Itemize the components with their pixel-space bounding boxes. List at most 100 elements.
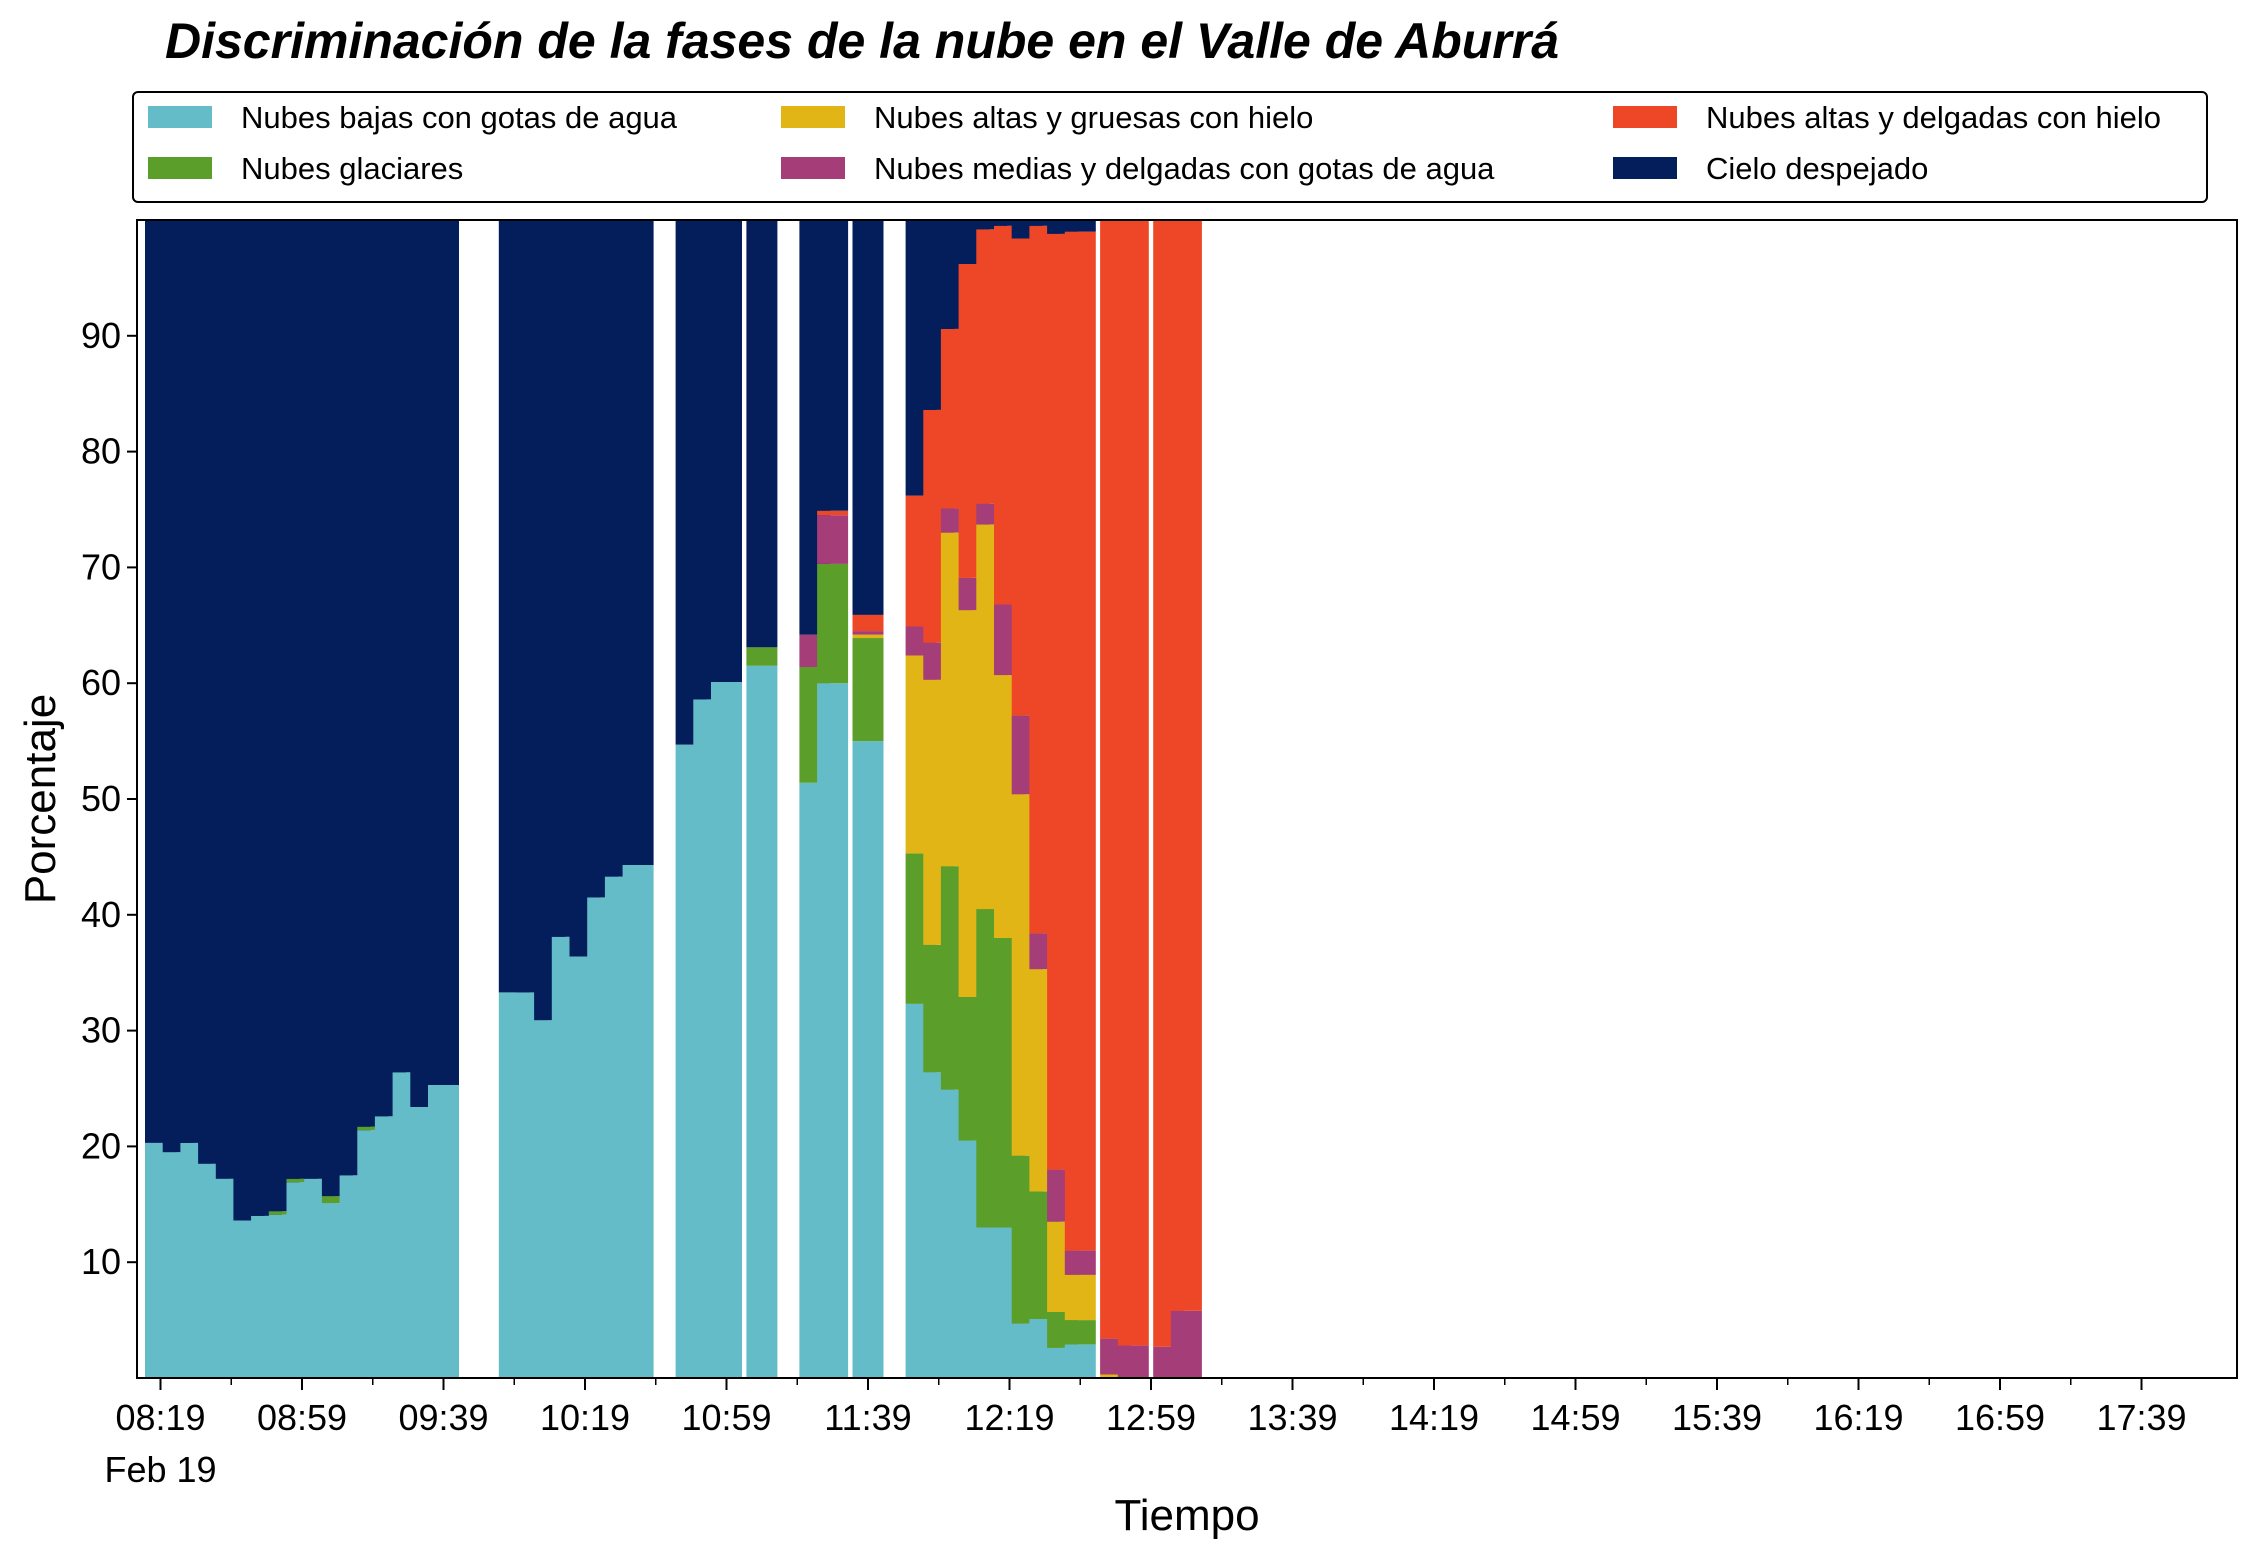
bar-segment bbox=[817, 510, 849, 516]
bar-segment bbox=[286, 1178, 318, 1183]
legend-label: Nubes medias y delgadas con gotas de agu… bbox=[874, 151, 1495, 186]
y-tick-label: 30 bbox=[81, 1010, 121, 1051]
bar-segment bbox=[852, 741, 884, 1378]
bars bbox=[145, 220, 1202, 1378]
bar-stack bbox=[852, 220, 884, 1378]
legend-item: Nubes bajas con gotas de agua bbox=[148, 100, 678, 135]
y-axis: 10 20 30 40 50 60 70 80 90 bbox=[81, 315, 137, 1282]
bar-segment bbox=[622, 865, 654, 1378]
legend-label: Nubes altas y delgadas con hielo bbox=[1706, 100, 2161, 135]
x-tick-label: 14:19 bbox=[1389, 1397, 1479, 1438]
legend-item: Nubes glaciares bbox=[148, 151, 463, 186]
y-tick-label: 70 bbox=[81, 546, 121, 587]
x-tick-label: 11:39 bbox=[824, 1397, 911, 1438]
legend-swatch bbox=[148, 106, 212, 128]
legend-label: Nubes altas y gruesas con hielo bbox=[874, 100, 1313, 135]
bar-stack bbox=[1170, 220, 1202, 1378]
bar-segment bbox=[1117, 1345, 1149, 1378]
bar-stack bbox=[905, 220, 937, 1378]
bar-segment bbox=[1170, 220, 1202, 1311]
y-tick-label: 40 bbox=[81, 894, 121, 935]
y-tick-label: 10 bbox=[81, 1241, 121, 1282]
bar-segment bbox=[817, 515, 849, 564]
y-tick-label: 60 bbox=[81, 662, 121, 703]
y-tick-label: 50 bbox=[81, 778, 121, 819]
x-tick-label: 09:39 bbox=[398, 1397, 488, 1438]
legend-swatch bbox=[1613, 106, 1677, 128]
x-tick-label: 15:39 bbox=[1672, 1397, 1762, 1438]
y-tick-label: 20 bbox=[81, 1125, 121, 1166]
bar-segment bbox=[1064, 1250, 1096, 1275]
x-tick-label: 08:59 bbox=[257, 1397, 347, 1438]
x-tick-label: 13:39 bbox=[1247, 1397, 1337, 1438]
bar-segment bbox=[1064, 1274, 1096, 1321]
bar-segment bbox=[994, 220, 1025, 226]
bar-segment bbox=[357, 1126, 389, 1131]
legend-swatch bbox=[781, 106, 845, 128]
bar-segment bbox=[268, 1211, 300, 1215]
legend-label: Cielo despejado bbox=[1706, 151, 1928, 186]
legend-item: Nubes altas y gruesas con hielo bbox=[781, 100, 1313, 135]
legend-item: Cielo despejado bbox=[1613, 151, 1928, 186]
bar-segment bbox=[746, 647, 778, 666]
x-tick-label: 17:39 bbox=[2096, 1397, 2186, 1438]
x-tick-label: 16:19 bbox=[1813, 1397, 1903, 1438]
legend-item: Nubes altas y delgadas con hielo bbox=[1613, 100, 2161, 135]
bar-segment bbox=[622, 220, 654, 865]
bar-segment bbox=[1117, 220, 1149, 1346]
bar-segment bbox=[321, 1196, 353, 1204]
bar-stack bbox=[711, 220, 742, 1378]
legend: Nubes bajas con gotas de agua Nubes altas… bbox=[132, 91, 2208, 203]
y-axis-label: Porcentaje bbox=[16, 694, 65, 904]
x-tick-label: 12:19 bbox=[964, 1397, 1054, 1438]
legend-swatch bbox=[1613, 157, 1677, 179]
legend-label: Nubes bajas con gotas de agua bbox=[241, 100, 678, 135]
bar-stack bbox=[1117, 220, 1149, 1378]
bar-segment bbox=[1064, 1320, 1096, 1345]
x-tick-label: 12:59 bbox=[1106, 1397, 1196, 1438]
bar-segment bbox=[746, 665, 778, 1378]
bar-segment bbox=[428, 1085, 459, 1378]
bar-stack bbox=[1064, 220, 1096, 1378]
bar-stack bbox=[622, 220, 654, 1378]
legend-item: Nubes medias y delgadas con gotas de agu… bbox=[781, 151, 1495, 186]
bar-segment bbox=[852, 631, 884, 635]
x-tick-label: 10:19 bbox=[540, 1397, 630, 1438]
bar-segment bbox=[852, 614, 884, 632]
bar-stack bbox=[817, 220, 849, 1378]
legend-swatch bbox=[148, 157, 212, 179]
bar-segment bbox=[817, 683, 849, 1378]
x-tick-label: 14:59 bbox=[1530, 1397, 1620, 1438]
y-tick-label: 80 bbox=[81, 431, 121, 472]
bar-segment bbox=[1029, 220, 1061, 226]
bar-segment bbox=[428, 220, 459, 1085]
bar-segment bbox=[817, 563, 849, 684]
x-axis-label: Tiempo bbox=[1114, 1491, 1259, 1540]
bar-segment bbox=[1064, 220, 1096, 232]
bar-stack bbox=[746, 220, 778, 1378]
x-tick-label: 10:59 bbox=[681, 1397, 771, 1438]
bar-segment bbox=[746, 220, 778, 648]
chart-title: Discriminación de la fases de la nube en… bbox=[165, 13, 1559, 69]
bar-segment bbox=[817, 220, 849, 511]
bar-segment bbox=[976, 220, 1008, 230]
bar-segment bbox=[852, 220, 884, 615]
legend-label: Nubes glaciares bbox=[241, 151, 463, 186]
bar-segment bbox=[1064, 231, 1096, 1251]
bar-segment bbox=[1100, 1374, 1132, 1378]
legend-swatch bbox=[781, 157, 845, 179]
legend-frame bbox=[132, 91, 2208, 203]
x-axis: 08:19 08:59 09:39 10:19 10:59 11:39 12:19 12:59… bbox=[104, 1378, 2187, 1490]
bar-segment bbox=[711, 682, 742, 1378]
x-tick-sublabel: Feb 19 bbox=[104, 1449, 216, 1490]
bar-stack bbox=[428, 220, 459, 1378]
bar-segment bbox=[1170, 1310, 1202, 1378]
bar-segment bbox=[852, 634, 884, 639]
x-tick-label: 08:19 bbox=[115, 1397, 205, 1438]
bar-segment bbox=[852, 638, 884, 742]
bar-segment bbox=[1064, 1344, 1096, 1378]
bar-segment bbox=[711, 220, 742, 682]
x-tick-label: 16:59 bbox=[1955, 1397, 2045, 1438]
y-tick-label: 90 bbox=[81, 315, 121, 356]
